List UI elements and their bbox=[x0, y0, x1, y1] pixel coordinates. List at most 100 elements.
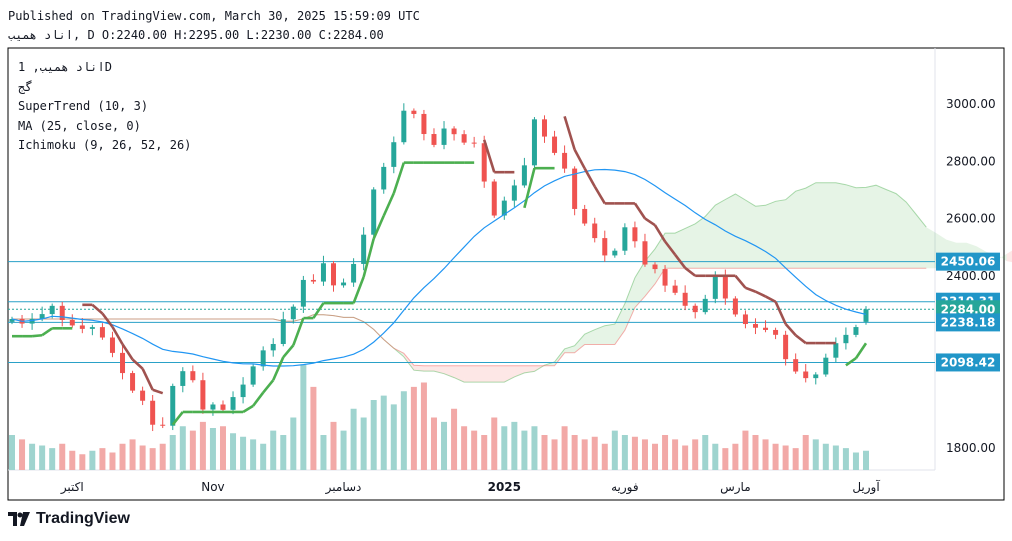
volume-bar bbox=[863, 450, 869, 470]
ichimoku-cloud-segment bbox=[685, 223, 696, 269]
candle-body bbox=[250, 366, 256, 385]
volume-bar bbox=[169, 435, 176, 470]
volume-bar bbox=[822, 443, 829, 470]
candle-body bbox=[371, 189, 377, 235]
candle-body bbox=[451, 128, 457, 135]
x-tick-label: دسامبر bbox=[325, 480, 362, 495]
volume-bar bbox=[571, 435, 578, 470]
volume-bar bbox=[179, 426, 186, 470]
supertrend-segment bbox=[91, 303, 104, 315]
ichimoku-cloud-segment bbox=[423, 365, 434, 372]
ichimoku-cloud-segment bbox=[393, 348, 404, 357]
candle-body bbox=[853, 327, 859, 335]
price-tag-label: 2098.42 bbox=[941, 355, 996, 369]
volume-bar bbox=[139, 445, 146, 470]
ichimoku-cloud-segment bbox=[825, 182, 836, 269]
volume-bar bbox=[360, 417, 367, 470]
volume-bar bbox=[230, 433, 237, 470]
supertrend-segment bbox=[242, 404, 254, 414]
volume-bar bbox=[19, 439, 26, 470]
volume-bar bbox=[250, 439, 257, 470]
volume-bar bbox=[551, 439, 558, 470]
price-tag-label: 2450.06 bbox=[941, 255, 996, 269]
x-tick-label: 2025 bbox=[488, 480, 521, 494]
supertrend-segment bbox=[111, 326, 124, 345]
volume-bar bbox=[441, 421, 448, 470]
legend-symbol[interactable]: اناد همیب, 1D bbox=[18, 60, 112, 74]
volume-bar bbox=[340, 430, 347, 470]
volume-bar bbox=[591, 436, 598, 470]
candle-body bbox=[562, 152, 568, 169]
supertrend-segment bbox=[784, 323, 797, 337]
candle-body bbox=[210, 404, 216, 410]
ichimoku-cloud-segment bbox=[634, 261, 645, 308]
ichimoku-cloud-segment bbox=[996, 253, 1007, 262]
candle-body bbox=[521, 165, 527, 186]
ichimoku-cloud-segment bbox=[745, 200, 756, 269]
volume-bar bbox=[541, 435, 548, 470]
legend-exchange: گج bbox=[18, 79, 33, 94]
volume-bar bbox=[320, 435, 327, 470]
legend-ichimoku[interactable]: Ichimoku (9, 26, 52, 26) bbox=[18, 138, 192, 152]
candle-body bbox=[612, 250, 618, 256]
ichimoku-cloud-segment bbox=[413, 365, 424, 372]
volume-bar bbox=[300, 365, 307, 470]
candle-body bbox=[682, 292, 688, 306]
ichimoku-cloud-segment bbox=[504, 365, 515, 383]
candle-body bbox=[622, 227, 628, 251]
supertrend-segment bbox=[372, 215, 385, 240]
candle-body bbox=[290, 306, 296, 320]
ichimoku-cloud-segment bbox=[554, 348, 565, 366]
candle-body bbox=[773, 329, 779, 335]
volume-bar bbox=[842, 448, 849, 470]
candle-body bbox=[833, 343, 839, 358]
volume-bar bbox=[69, 450, 76, 470]
volume-bar bbox=[581, 439, 588, 470]
volume-bar bbox=[451, 408, 458, 470]
volume-bar bbox=[310, 386, 317, 470]
candle-body bbox=[672, 285, 678, 293]
ichimoku-cloud-segment bbox=[564, 345, 575, 353]
candle-body bbox=[401, 110, 407, 143]
volume-bar bbox=[722, 448, 729, 470]
volume-bar bbox=[189, 430, 196, 470]
ichimoku-cloud-segment bbox=[484, 365, 495, 383]
ichimoku-cloud-segment bbox=[805, 182, 816, 269]
volume-bar bbox=[9, 435, 15, 470]
candle-body bbox=[712, 277, 718, 299]
volume-bar bbox=[531, 426, 538, 470]
candle-body bbox=[270, 343, 276, 351]
ichimoku-cloud-segment bbox=[403, 353, 414, 371]
tradingview-brand[interactable]: TradingView bbox=[8, 510, 130, 528]
ichimoku-span-a bbox=[12, 182, 927, 383]
supertrend-segment bbox=[573, 148, 586, 170]
supertrend-segment bbox=[262, 379, 275, 394]
x-tick-label: مارس bbox=[720, 480, 751, 495]
ichimoku-cloud-segment bbox=[795, 188, 806, 269]
volume-bar bbox=[199, 421, 206, 470]
supertrend-segment bbox=[482, 139, 496, 173]
candle-body bbox=[331, 263, 337, 286]
ichimoku-cloud-segment bbox=[725, 194, 736, 269]
y-tick-label: 1800.00 bbox=[946, 441, 996, 455]
candle-body bbox=[552, 136, 558, 153]
candle-body bbox=[180, 371, 186, 386]
volume-bar bbox=[491, 417, 498, 470]
candle-body bbox=[381, 166, 387, 190]
volume-bar bbox=[270, 430, 277, 470]
volume-bar bbox=[641, 439, 648, 470]
legend-ma[interactable]: MA (25, close, 0) bbox=[18, 118, 141, 133]
ichimoku-cloud-segment bbox=[474, 365, 485, 383]
ichimoku-cloud-segment bbox=[845, 184, 856, 269]
volume-bar bbox=[430, 417, 437, 470]
brand-name: TradingView bbox=[36, 510, 130, 527]
volume-bar bbox=[782, 445, 789, 470]
ichimoku-cloud-segment bbox=[815, 182, 826, 269]
ichimoku-cloud-segment bbox=[755, 205, 766, 269]
ichimoku-cloud-segment bbox=[785, 191, 796, 269]
volume-bar bbox=[601, 443, 608, 470]
volume-bar bbox=[712, 443, 719, 470]
level-price-tag bbox=[936, 353, 1000, 372]
legend-supertrend[interactable]: SuperTrend (10, 3) bbox=[18, 99, 149, 113]
